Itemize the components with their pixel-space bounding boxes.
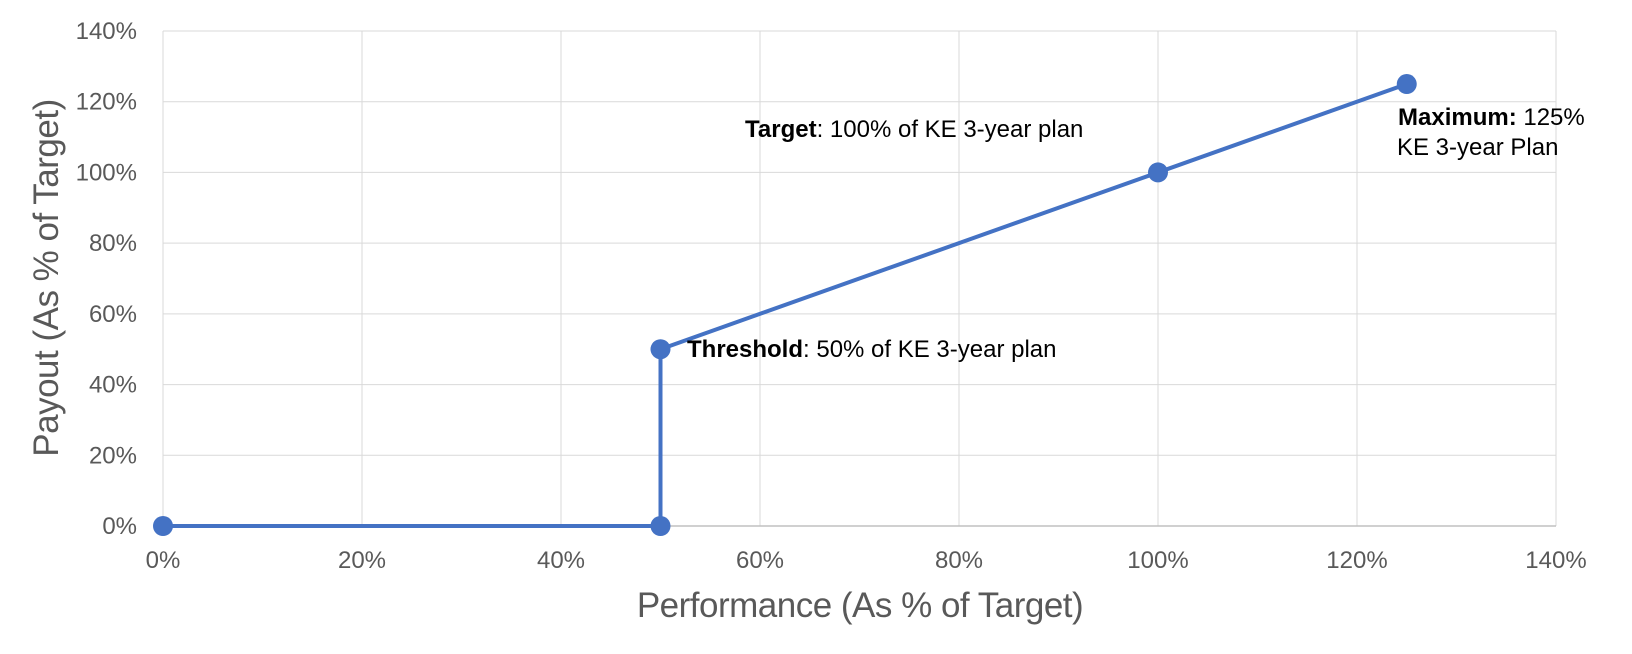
target-annotation-text: : 100% of KE 3-year plan <box>817 116 1084 143</box>
threshold-annotation-text: : 50% of KE 3-year plan <box>803 336 1056 363</box>
x-tick-label: 40% <box>537 547 585 574</box>
annotations-group: Target: 100% of KE 3-year plan Threshold:… <box>687 104 1585 363</box>
x-tick-label: 120% <box>1326 547 1387 574</box>
maximum-annotation-line2: KE 3-year Plan <box>1397 134 1558 161</box>
x-tick-label: 80% <box>935 547 983 574</box>
maximum-annotation-line1: Maximum: 125% <box>1398 104 1585 131</box>
x-tick-label: 140% <box>1525 547 1586 574</box>
maximum-annotation-line1-bold: Maximum: <box>1398 104 1517 131</box>
y-tick-label: 140% <box>76 18 137 45</box>
data-point-marker <box>650 516 671 536</box>
maximum-annotation-line1-text: 125% <box>1517 104 1585 131</box>
y-tick-label: 60% <box>89 301 137 328</box>
data-point-marker <box>153 516 173 536</box>
x-tick-label: 20% <box>338 547 386 574</box>
y-tick-label: 100% <box>76 159 137 186</box>
y-tick-label: 80% <box>89 230 137 257</box>
series-line <box>161 82 1409 528</box>
y-tick-label: 40% <box>89 372 137 399</box>
y-tick-label: 0% <box>102 513 137 540</box>
data-point-marker <box>1396 74 1417 95</box>
threshold-annotation-bold: Threshold <box>687 336 803 363</box>
data-point-marker <box>1148 162 1168 183</box>
x-tick-label: 0% <box>146 547 181 574</box>
y-tick-label: 20% <box>89 442 137 469</box>
x-axis-title: Performance (As % of Target) <box>637 586 1083 625</box>
data-point-marker <box>650 339 671 360</box>
y-axis-title: Payout (As % of Target) <box>27 99 66 456</box>
x-tick-label: 100% <box>1127 547 1188 574</box>
target-annotation: Target: 100% of KE 3-year plan <box>745 116 1083 143</box>
gridlines <box>162 30 1557 526</box>
series-group <box>153 74 1417 536</box>
threshold-annotation: Threshold: 50% of KE 3-year plan <box>687 336 1057 363</box>
x-tick-label: 60% <box>736 547 784 574</box>
target-annotation-bold: Target <box>745 116 817 143</box>
y-tick-label: 120% <box>76 89 137 116</box>
maximum-annotation-line2-text: KE 3-year Plan <box>1397 134 1558 161</box>
axes: 0% 20% 40% 60% 80% 100% 120% 140% 0% 20% 40% 60% 80%… <box>76 18 1587 574</box>
